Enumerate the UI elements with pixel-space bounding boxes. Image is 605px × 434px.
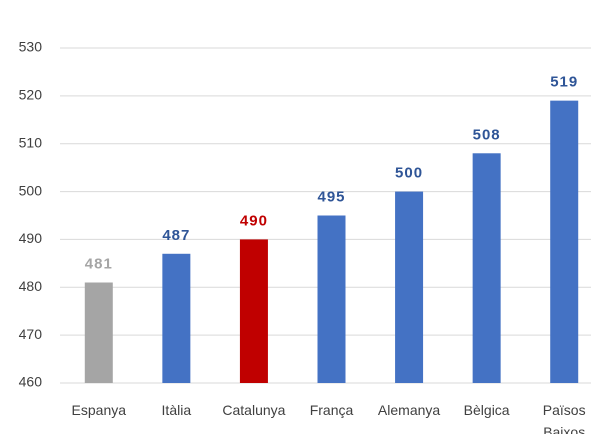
- y-tick-label: 520: [19, 87, 43, 103]
- x-tick-label: França: [309, 402, 354, 418]
- data-label: 490: [240, 212, 268, 229]
- y-tick-label: 460: [19, 374, 43, 390]
- bar: [317, 215, 346, 383]
- bar: [84, 282, 113, 383]
- data-label: 519: [550, 74, 578, 91]
- data-label: 481: [85, 255, 113, 272]
- x-tick-label: Itàlia: [161, 402, 192, 418]
- data-label: 500: [395, 165, 423, 182]
- data-label: 495: [317, 188, 345, 205]
- bar: [162, 253, 191, 383]
- x-tick-label: Espanya: [71, 402, 127, 418]
- y-tick-label: 480: [19, 278, 43, 294]
- x-tick-label: Catalunya: [222, 402, 286, 418]
- bar: [395, 191, 424, 383]
- x-tick-label: Alemanya: [377, 402, 441, 418]
- bar: [472, 153, 501, 383]
- y-tick-label: 490: [19, 230, 43, 246]
- y-tick-label: 510: [19, 134, 43, 150]
- y-tick-label: 530: [19, 39, 43, 55]
- bar: [239, 239, 268, 383]
- y-tick-label: 500: [19, 182, 43, 198]
- data-label: 487: [162, 227, 190, 244]
- x-tick-label: Països Baixos: [542, 402, 586, 434]
- x-tick-label: Bèlgica: [463, 402, 510, 418]
- y-tick-label: 470: [19, 326, 43, 342]
- data-label: 508: [473, 126, 501, 143]
- bar: [550, 100, 579, 384]
